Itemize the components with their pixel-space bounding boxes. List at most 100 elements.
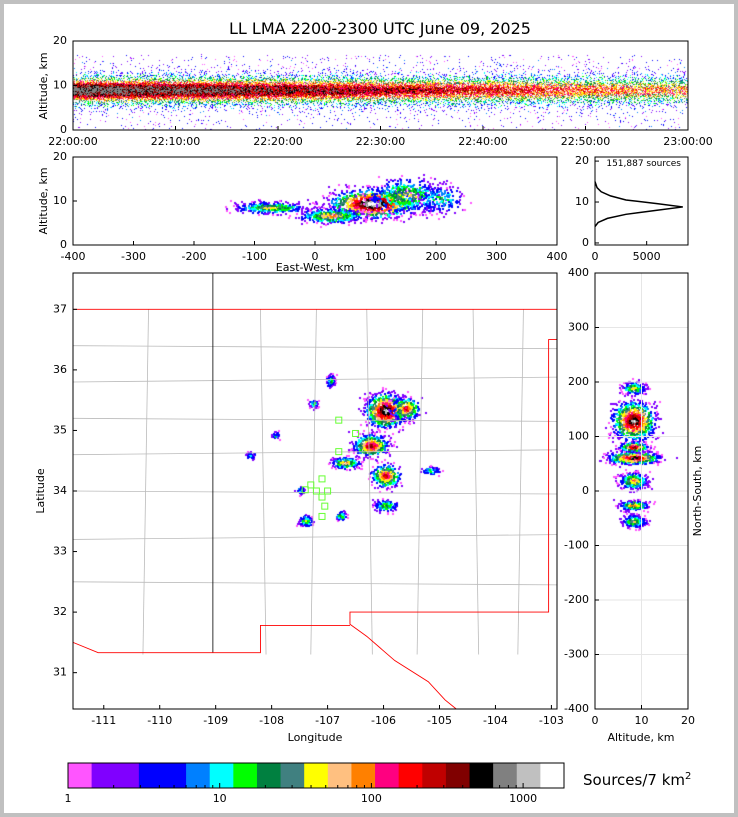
x-tick-label: -103 <box>539 714 564 727</box>
lma-figure: LL LMA 2200-2300 UTC June 09, 2025 22:00… <box>4 4 734 813</box>
colorbar-tick-label: 1 <box>65 792 72 805</box>
colorbar-segment <box>186 763 211 788</box>
total-sources-label: 151,887 sources <box>606 159 681 169</box>
x-tick-label: -109 <box>203 714 228 727</box>
x-tick-label: 22:40:00 <box>458 135 507 148</box>
x-tick-label: 0 <box>592 250 599 263</box>
y-tick-label: 34 <box>53 484 67 497</box>
chart-title: LL LMA 2200-2300 UTC June 09, 2025 <box>229 19 531 38</box>
plan-ylabel: Latitude <box>34 468 47 514</box>
county-line <box>72 345 558 350</box>
colorbar-segment <box>256 763 282 788</box>
chart-svg: LL LMA 2200-2300 UTC June 09, 2025 22:00… <box>34 19 713 805</box>
colorbar-segment <box>138 763 163 788</box>
colorbar-segment <box>445 763 471 788</box>
plan-xlabel: Longitude <box>288 731 343 744</box>
x-tick-label: 5000 <box>633 250 661 263</box>
x-tick-label: -105 <box>427 714 452 727</box>
x-tick-label: -107 <box>315 714 340 727</box>
colorbar-frame <box>67 762 565 789</box>
lma-station-marker <box>318 493 326 501</box>
x-tick-label: 22:10:00 <box>151 135 200 148</box>
y-tick-label: -400 <box>564 702 589 715</box>
colorbar-label-sup: 2 <box>685 771 691 782</box>
lma-station-marker <box>312 487 320 495</box>
colorbar-segment <box>304 763 329 788</box>
ew-ylabel: Altitude, km <box>37 167 50 234</box>
th-ylabel: Altitude, km <box>37 52 50 119</box>
y-tick-label: 0 <box>582 484 589 497</box>
y-tick-label: -200 <box>564 593 589 606</box>
county-line <box>260 309 267 655</box>
x-tick-label: 20 <box>681 714 695 727</box>
colorbar-segment <box>91 763 116 788</box>
x-tick-label: 10 <box>635 714 649 727</box>
colorbar-segment <box>68 763 93 788</box>
colorbar-segment <box>280 763 305 788</box>
x-tick-label: 22:30:00 <box>356 135 405 148</box>
colorbar-tick-label: 10 <box>213 792 227 805</box>
lma-station-marker <box>324 487 332 495</box>
colorbar-segment <box>209 763 234 788</box>
density-canvas <box>4 4 734 813</box>
panel-frame <box>594 156 689 246</box>
lma-station-marker <box>335 448 343 456</box>
county-line <box>72 534 558 540</box>
y-tick-label: 37 <box>53 302 67 315</box>
x-tick-label: -104 <box>483 714 508 727</box>
colorbar-segment <box>375 763 400 788</box>
lma-station-marker <box>352 429 360 437</box>
y-tick-label: -100 <box>564 539 589 552</box>
y-tick-label: 32 <box>53 605 67 618</box>
x-tick-label: -300 <box>121 250 146 263</box>
state-border-texas <box>349 339 557 710</box>
y-tick-label: 0 <box>582 236 589 249</box>
colorbar-label: Sources/7 km2 <box>583 771 691 789</box>
y-tick-label: 36 <box>53 363 67 376</box>
county-line <box>517 309 524 655</box>
altitude-histogram-line <box>594 181 683 228</box>
county-line <box>72 490 558 495</box>
y-tick-label: 20 <box>53 150 67 163</box>
county-line <box>72 581 558 586</box>
lma-station-marker <box>318 512 326 520</box>
panel-frame <box>72 40 689 131</box>
x-tick-label: 23:00:00 <box>663 135 712 148</box>
colorbar-segment <box>162 763 187 788</box>
colorbar-segment <box>115 763 140 788</box>
y-tick-label: 200 <box>568 375 589 388</box>
ns-ylabel: North-South, km <box>691 446 704 537</box>
y-tick-label: 31 <box>53 666 67 679</box>
county-line <box>72 376 558 383</box>
colorbar-segment <box>327 763 352 788</box>
y-tick-label: 0 <box>60 123 67 136</box>
colorbar-segment <box>422 763 447 788</box>
x-tick-label: -110 <box>147 714 172 727</box>
y-tick-label: 10 <box>575 195 589 208</box>
x-tick-label: -111 <box>91 714 116 727</box>
y-tick-label: 20 <box>53 34 67 47</box>
y-tick-label: 20 <box>575 154 589 167</box>
x-tick-label: -100 <box>242 250 267 263</box>
y-tick-label: 10 <box>53 194 67 207</box>
x-tick-label: -400 <box>61 250 86 263</box>
county-line <box>72 417 558 422</box>
colorbar-segment <box>398 763 423 788</box>
y-tick-label: 400 <box>568 266 589 279</box>
county-line <box>366 309 373 655</box>
ew-xlabel: East-West, km <box>276 261 354 274</box>
colorbar-label-text: Sources/7 km <box>583 771 685 789</box>
panel-frame <box>72 156 558 246</box>
y-tick-label: -300 <box>564 648 589 661</box>
panel-frame <box>594 272 689 710</box>
county-line <box>472 309 480 655</box>
lma-station-marker <box>335 416 343 424</box>
colorbar-tick-label: 100 <box>361 792 382 805</box>
y-tick-label: 33 <box>53 545 67 558</box>
colorbar-segment <box>493 763 518 788</box>
x-tick-label: 400 <box>547 250 568 263</box>
lma-station-marker <box>307 481 315 489</box>
x-tick-label: -200 <box>182 250 207 263</box>
colorbar-segment <box>351 763 376 788</box>
x-tick-label: 22:20:00 <box>253 135 302 148</box>
